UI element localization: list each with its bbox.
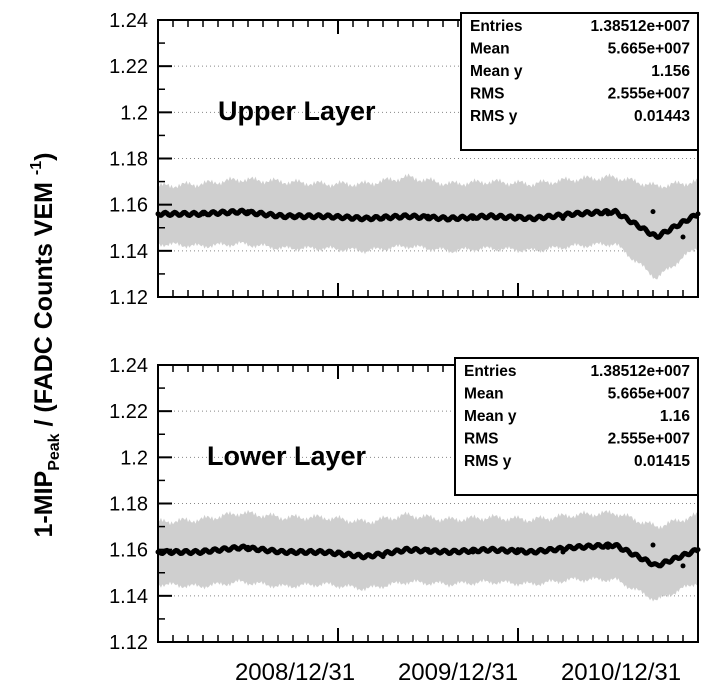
upper-y-tick-label: 1.12 <box>109 287 148 309</box>
lower-profile-point <box>200 549 206 555</box>
upper-stat-value: 2.555e+007 <box>608 86 690 103</box>
lower-profile-point <box>380 554 386 560</box>
lower-spread-band <box>158 509 698 602</box>
upper-profile-point <box>200 211 206 217</box>
upper-profile-point <box>245 209 251 215</box>
lower-stat-value: 2.555e+007 <box>608 431 690 448</box>
upper-profile-point <box>425 213 431 219</box>
lower-y-tick-label: 1.14 <box>109 586 148 608</box>
lower-layer-panel: 1.121.141.161.181.21.221.24 Lower Layer … <box>109 355 701 654</box>
upper-profile-point <box>380 216 386 222</box>
upper-stats-box: Entries 1.38512e+007 Mean 5.665e+007 Mean y 1… <box>460 12 699 151</box>
y-axis-title-subscript: Peak <box>46 433 63 470</box>
lower-profile-point <box>560 549 566 555</box>
upper-y-tick-label: 1.22 <box>109 56 148 78</box>
lower-stats-box: Entries 1.38512e+007 Mean 5.665e+007 Mean y 1… <box>454 357 699 496</box>
lower-y-tick-label: 1.2 <box>120 447 148 469</box>
y-axis-title-suffix: ) <box>30 153 58 161</box>
lower-layer-label: Lower Layer <box>207 441 367 471</box>
upper-stat-label: RMS <box>470 86 504 103</box>
lower-stat-value: 5.665e+007 <box>608 386 690 403</box>
lower-y-tick-label: 1.24 <box>109 355 148 377</box>
lower-profile-point <box>290 549 296 555</box>
upper-profile-point <box>515 213 521 219</box>
lower-stat-label: Entries <box>464 363 517 380</box>
lower-stat-value: 1.38512e+007 <box>590 363 690 380</box>
upper-y-tick-label: 1.18 <box>109 149 148 171</box>
upper-profile-point <box>605 211 611 217</box>
lower-stat-label: Mean y <box>464 408 517 425</box>
lower-stat-value: 1.16 <box>660 408 691 425</box>
upper-stat-label: Entries <box>470 18 523 35</box>
upper-stat-value: 5.665e+007 <box>608 41 690 58</box>
y-axis-title-prefix: 1-MIP <box>30 471 58 538</box>
upper-profile-point <box>335 213 341 219</box>
upper-stats-frame <box>460 12 699 151</box>
x-tick-label-2009: 2009/12/31 <box>398 659 518 686</box>
upper-stat-label: RMS y <box>470 108 518 125</box>
upper-x-ticks <box>172 20 684 297</box>
y-axis-title-middle: / (FADC Counts VEM <box>30 175 58 433</box>
lower-stat-value: 0.01415 <box>634 453 690 470</box>
upper-stat-label: Mean <box>470 41 510 58</box>
lower-spread-area <box>158 509 698 602</box>
lower-profile-point <box>680 563 686 569</box>
upper-stat-value: 1.156 <box>651 63 690 80</box>
lower-stat-label: RMS <box>464 431 498 448</box>
upper-profile-point <box>290 213 296 219</box>
upper-layer-label: Upper Layer <box>218 96 376 126</box>
upper-stat-value: 1.38512e+007 <box>590 18 690 35</box>
upper-spread-area <box>158 173 698 280</box>
y-axis-title: 1-MIPPeak / (FADC Counts VEM -1) <box>28 153 63 538</box>
lower-profile-point <box>650 542 656 548</box>
upper-profile-point <box>470 216 476 222</box>
upper-y-tick-label: 1.14 <box>109 241 148 263</box>
upper-y-tick-label: 1.24 <box>109 10 148 32</box>
lower-profile-point <box>470 549 476 555</box>
upper-profile-point <box>650 209 656 215</box>
upper-y-ticks: 1.12 1.14 1.16 1.18 1.2 1.22 1.24 <box>109 10 172 309</box>
lower-profile-point <box>605 544 611 550</box>
lower-profile-point <box>425 547 431 553</box>
lower-stats-frame <box>454 357 699 496</box>
lower-profile-point <box>335 549 341 555</box>
upper-y-tick-label: 1.16 <box>109 195 148 217</box>
upper-y-tick-label: 1.2 <box>120 102 148 124</box>
upper-profile-point <box>560 216 566 222</box>
y-axis-title-superscript: -1 <box>28 161 45 175</box>
lower-profile-point <box>245 544 251 550</box>
x-tick-label-2010: 2010/12/31 <box>561 659 681 686</box>
upper-profile-point <box>680 234 686 240</box>
lower-y-tick-label: 1.12 <box>109 632 148 654</box>
x-tick-label-2008: 2008/12/31 <box>235 659 355 686</box>
lower-profile-point <box>515 547 521 553</box>
lower-y-tick-label: 1.16 <box>109 540 148 562</box>
upper-stat-value: 0.01443 <box>634 108 690 125</box>
lower-stat-label: RMS y <box>464 453 512 470</box>
lower-y-ticks: 1.12 1.14 1.16 1.18 1.2 1.22 1.24 <box>109 355 172 654</box>
lower-y-tick-label: 1.18 <box>109 494 148 516</box>
lower-series <box>155 541 701 569</box>
upper-spread-band <box>158 173 698 280</box>
upper-layer-panel: 1.121.141.161.181.21.221.24 Upper Layer … <box>109 10 701 309</box>
upper-stat-label: Mean y <box>470 63 523 80</box>
lower-stat-label: Mean <box>464 386 504 403</box>
lower-y-tick-label: 1.22 <box>109 401 148 423</box>
